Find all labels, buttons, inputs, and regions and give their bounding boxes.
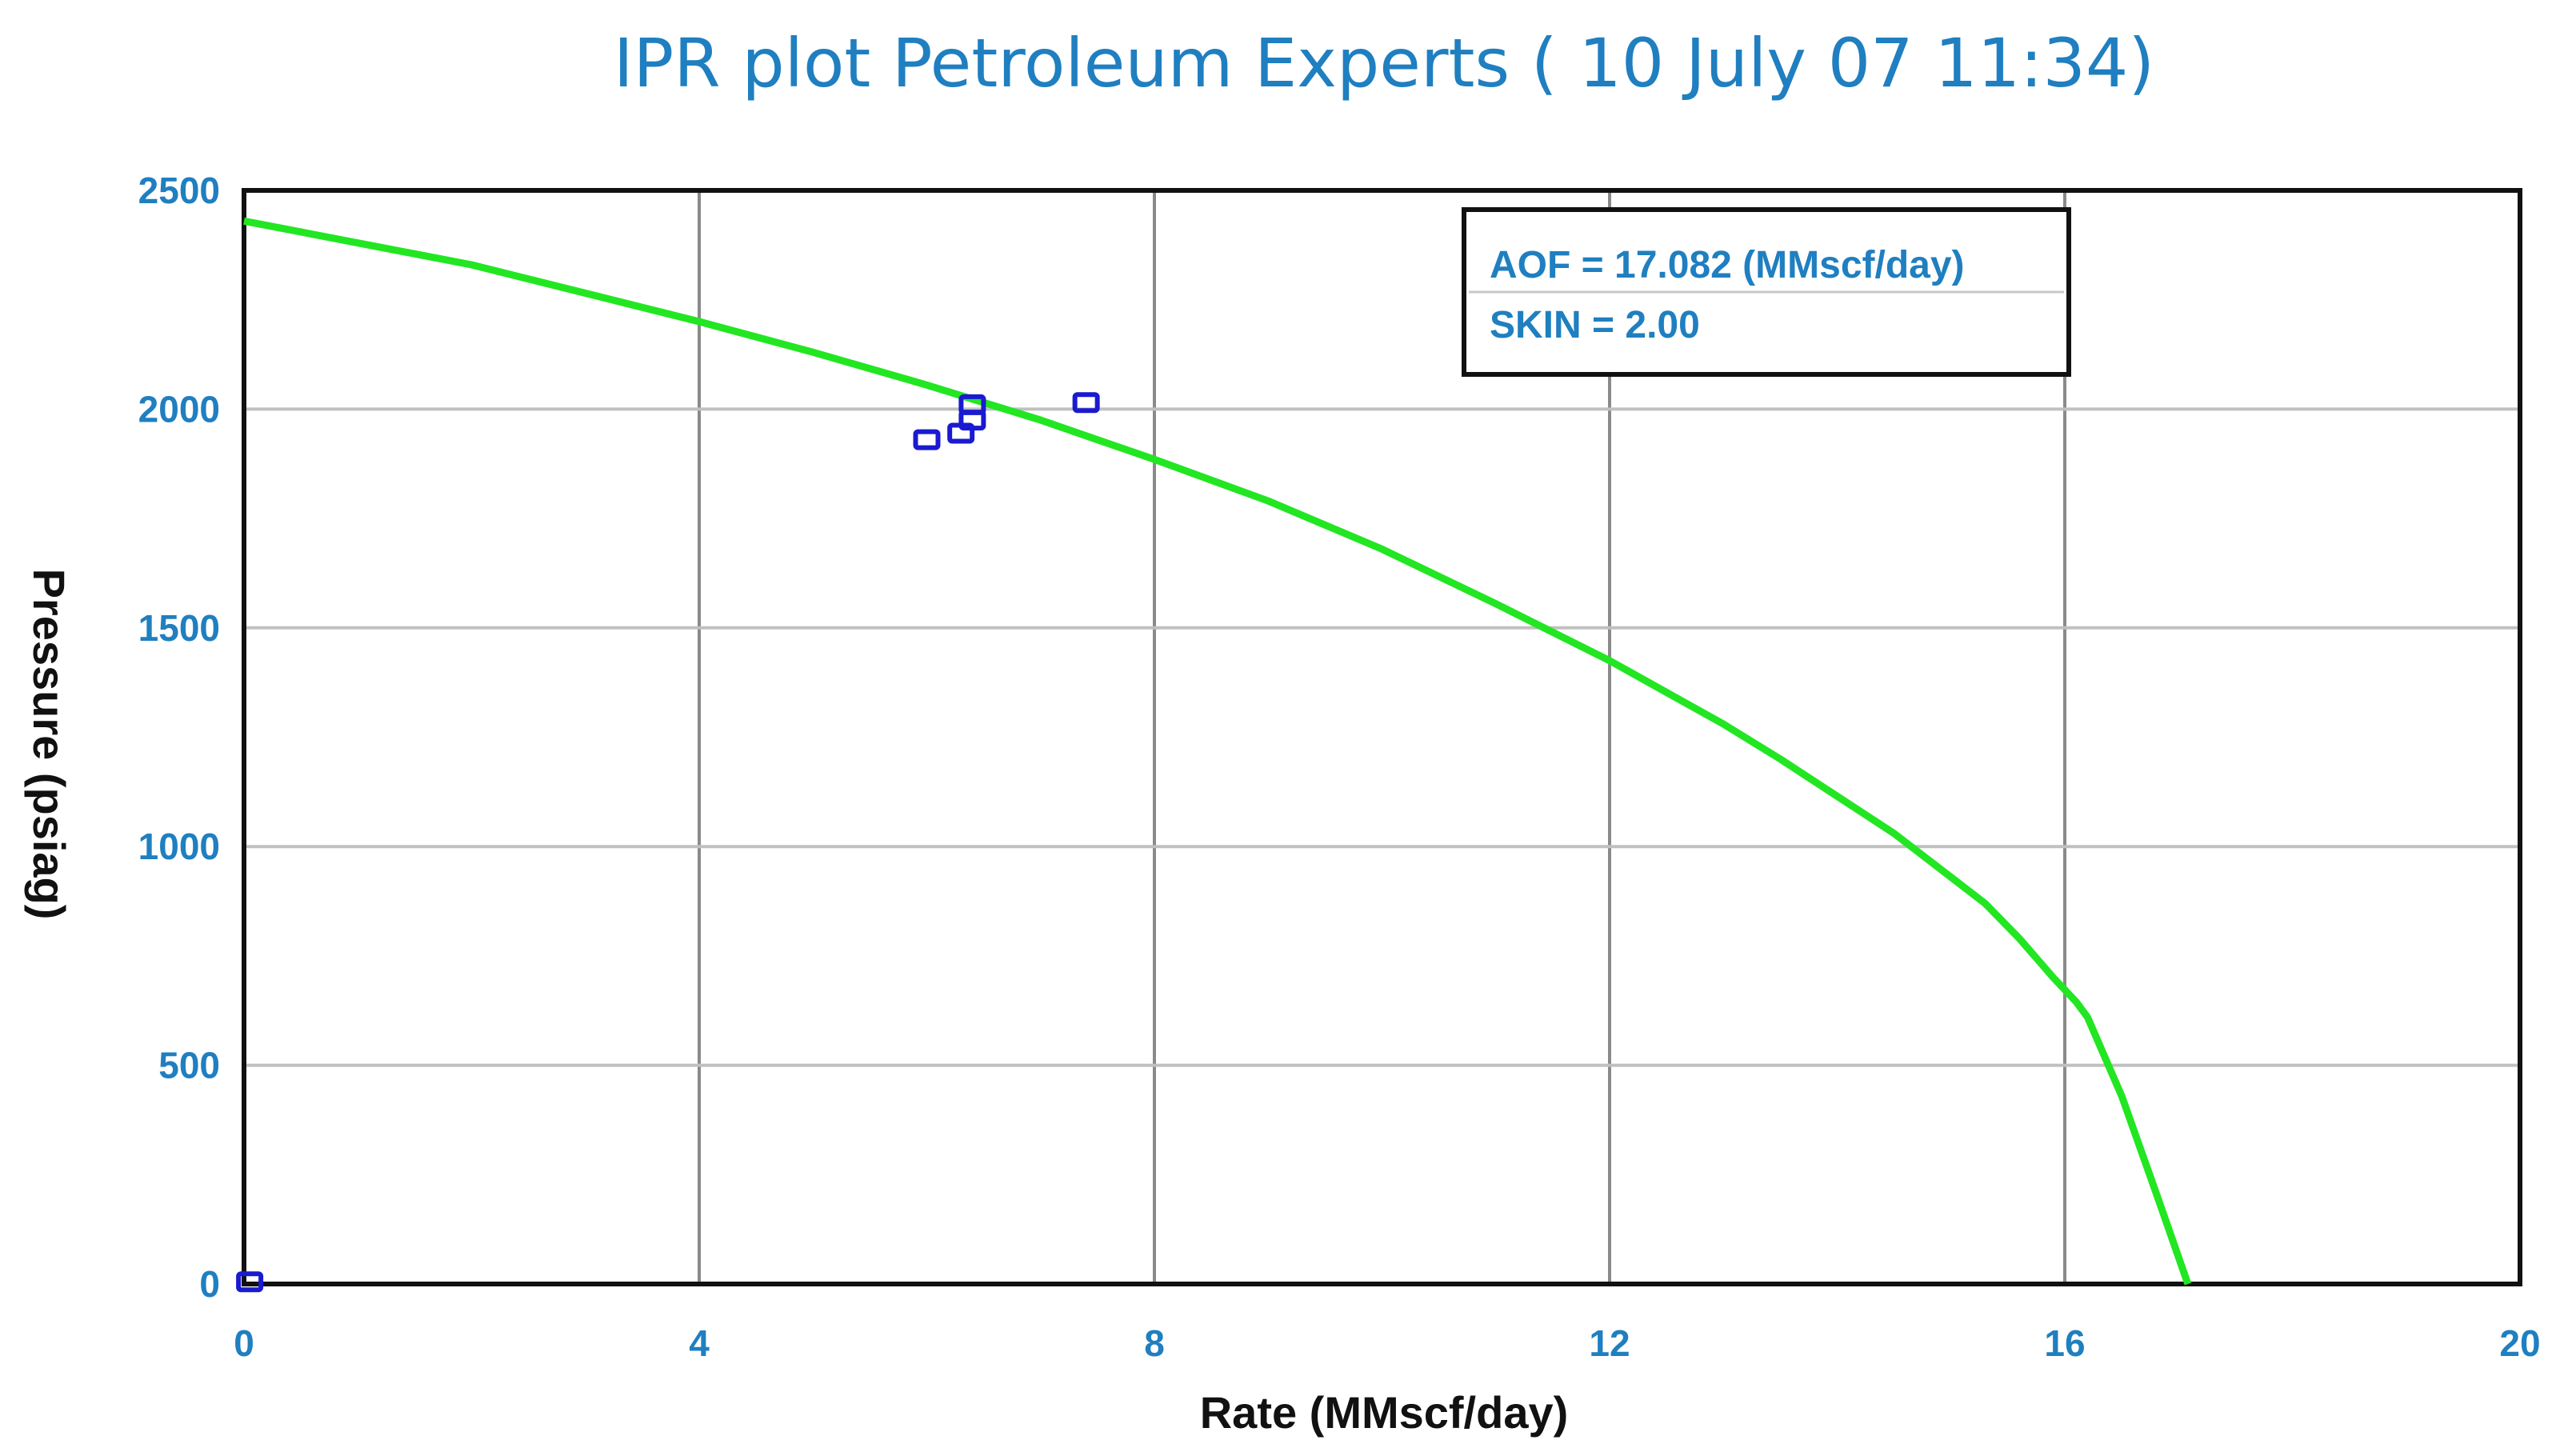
x-axis-label: Rate (MMscf/day) (1200, 1387, 1569, 1438)
x-tick-label: 8 (1144, 1322, 1165, 1364)
chart-title: IPR plot Petroleum Experts ( 10 July 07 … (614, 24, 2154, 102)
aof-annotation: AOF = 17.082 (MMscf/day) (1490, 244, 1965, 286)
y-tick-label: 2500 (138, 170, 220, 211)
test-point (913, 429, 941, 450)
y-tick-label: 1000 (138, 826, 220, 867)
y-tick-labels: 0 500 1000 1500 2000 2500 (138, 170, 220, 1305)
y-tick-label: 0 (199, 1263, 220, 1305)
y-tick-label: 500 (158, 1045, 220, 1086)
annotation-box: AOF = 17.082 (MMscf/day) SKIN = 2.00 (1462, 207, 2071, 377)
x-tick-label: 16 (2044, 1322, 2085, 1364)
test-point (1072, 392, 1100, 414)
ipr-curve-line (243, 217, 2192, 1286)
test-point (958, 394, 986, 415)
plot-frame (242, 188, 2522, 1286)
x-tick-label: 0 (234, 1322, 254, 1364)
y-tick-label: 2000 (138, 388, 220, 430)
series-layer (236, 217, 2192, 1293)
x-tick-label: 12 (1589, 1322, 1630, 1364)
y-tick-label: 1500 (138, 607, 220, 649)
x-tick-label: 4 (689, 1322, 710, 1364)
x-tick-labels: 0 4 8 12 16 20 (234, 1322, 2540, 1364)
x-tick-label: 20 (2499, 1322, 2540, 1364)
y-axis-label: Pressure (psiag) (24, 569, 74, 920)
skin-annotation: SKIN = 2.00 (1490, 304, 1700, 346)
test-point (236, 1271, 264, 1293)
